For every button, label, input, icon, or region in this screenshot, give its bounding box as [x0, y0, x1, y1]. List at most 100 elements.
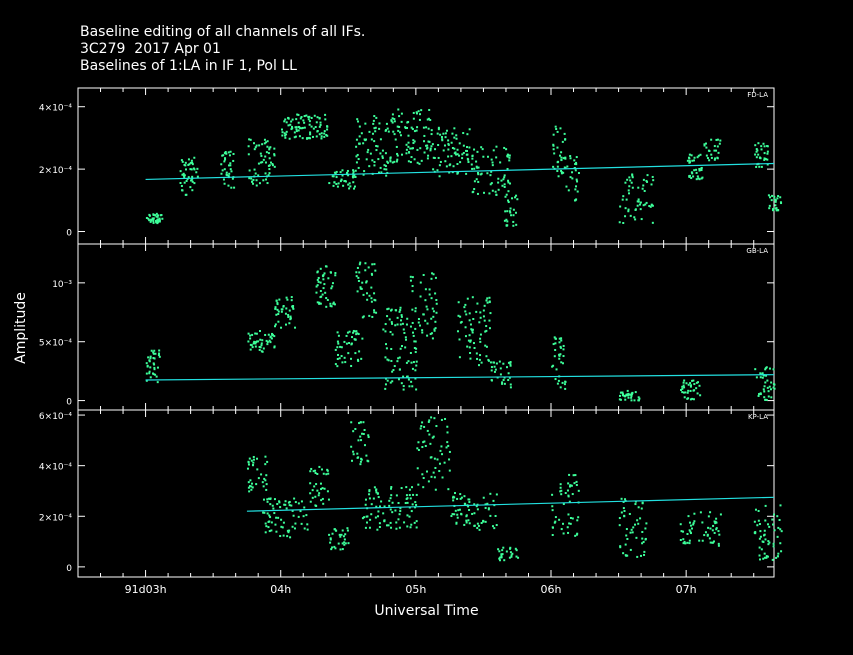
data-point	[439, 449, 442, 452]
data-point	[339, 548, 342, 551]
data-point	[355, 161, 358, 164]
data-point	[320, 499, 323, 502]
data-point	[352, 174, 355, 177]
data-point	[346, 527, 349, 530]
data-point	[400, 112, 403, 115]
data-point	[683, 386, 686, 389]
data-point	[149, 357, 152, 360]
data-point	[628, 512, 631, 515]
data-point	[391, 322, 394, 325]
data-point	[274, 323, 277, 326]
data-point	[510, 214, 513, 217]
data-point	[777, 552, 780, 555]
data-point	[397, 108, 400, 111]
data-point	[716, 156, 719, 159]
data-point	[506, 167, 509, 170]
data-point	[395, 494, 398, 497]
data-point	[281, 134, 284, 137]
data-point	[255, 179, 258, 182]
data-point	[269, 503, 272, 506]
data-point	[715, 149, 718, 152]
data-point	[288, 504, 291, 507]
data-point	[758, 156, 761, 159]
data-point	[687, 389, 690, 392]
data-point	[415, 388, 418, 391]
data-point	[447, 488, 450, 491]
data-point	[637, 200, 640, 203]
data-point	[291, 306, 294, 309]
data-point	[551, 505, 554, 508]
data-point	[635, 536, 638, 539]
data-point	[355, 138, 358, 141]
data-point	[619, 545, 622, 548]
data-point	[263, 477, 266, 480]
data-point	[232, 152, 235, 155]
data-point	[553, 336, 556, 339]
data-point	[460, 496, 463, 499]
data-point	[399, 319, 402, 322]
data-point	[558, 341, 561, 344]
data-point	[410, 361, 413, 364]
data-point	[189, 168, 192, 171]
data-point	[462, 132, 465, 135]
data-point	[484, 520, 487, 523]
data-point	[336, 358, 339, 361]
data-point	[576, 180, 579, 183]
data-point	[182, 172, 185, 175]
data-point	[458, 154, 461, 157]
data-point	[682, 391, 685, 394]
data-point	[421, 331, 424, 334]
data-point	[156, 218, 159, 221]
data-point	[479, 316, 482, 319]
data-point	[435, 425, 438, 428]
data-point	[555, 128, 558, 131]
data-point	[468, 522, 471, 525]
data-point	[444, 136, 447, 139]
data-point	[691, 397, 694, 400]
data-point	[699, 511, 702, 514]
data-point	[759, 535, 762, 538]
data-point	[772, 383, 775, 386]
data-point	[334, 348, 337, 351]
data-point	[358, 142, 361, 145]
data-point	[311, 135, 314, 138]
data-point	[329, 304, 332, 307]
data-point	[552, 133, 555, 136]
data-point	[257, 477, 260, 480]
data-point	[630, 528, 633, 531]
data-point	[777, 526, 780, 529]
data-point	[289, 318, 292, 321]
data-point	[331, 282, 334, 285]
data-point	[475, 505, 478, 508]
data-point	[325, 133, 328, 136]
data-point	[465, 514, 468, 517]
data-point	[512, 208, 515, 211]
data-point	[427, 140, 430, 143]
data-point	[709, 511, 712, 514]
data-point	[426, 146, 429, 149]
data-point	[686, 159, 689, 162]
data-point	[413, 158, 416, 161]
data-point	[574, 162, 577, 165]
data-point	[774, 204, 777, 207]
data-point	[448, 171, 451, 174]
data-point	[487, 508, 490, 511]
data-point	[263, 511, 266, 514]
data-point	[344, 533, 347, 536]
data-point	[758, 546, 761, 549]
data-point	[775, 209, 778, 212]
data-point	[337, 182, 340, 185]
data-point	[283, 132, 286, 135]
data-point	[384, 129, 387, 132]
data-point	[759, 372, 762, 375]
data-point	[280, 310, 283, 313]
data-point	[483, 319, 486, 322]
data-point	[772, 209, 775, 212]
data-point	[266, 512, 269, 515]
data-point	[342, 184, 345, 187]
data-point	[395, 145, 398, 148]
data-point	[261, 143, 264, 146]
data-point	[574, 534, 577, 537]
data-point	[477, 166, 480, 169]
data-point	[286, 535, 289, 538]
